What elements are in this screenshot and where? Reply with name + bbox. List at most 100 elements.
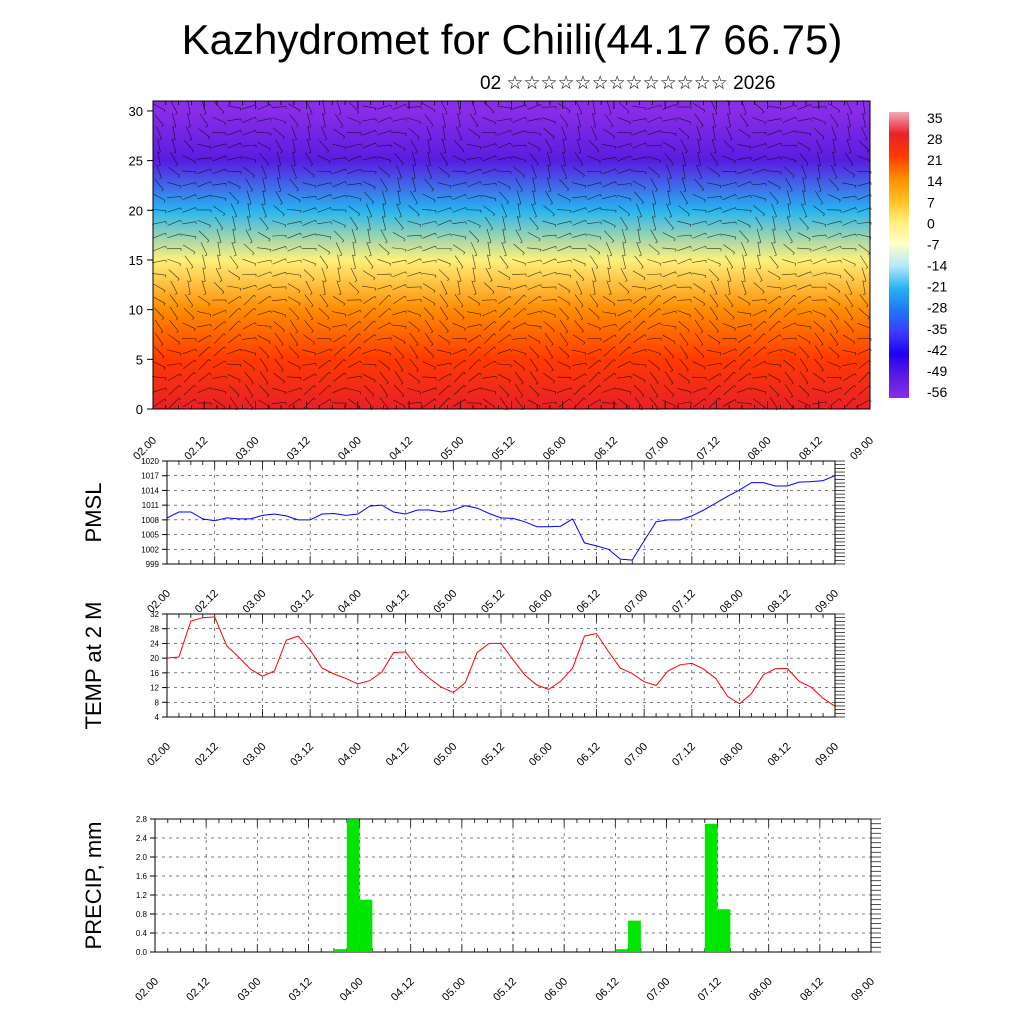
wind-barb-flag (449, 263, 451, 267)
wind-barb-flag (735, 194, 737, 197)
wind-barb-flag (819, 151, 823, 154)
wind-barb (842, 195, 856, 199)
wind-barb (318, 359, 330, 369)
wind-barb-flag (264, 177, 267, 180)
wind-barb (842, 258, 856, 265)
wind-barb-flag (855, 207, 857, 210)
wind-barb-flag (552, 330, 555, 333)
wind-barb (227, 130, 241, 136)
wind-barb-flag (429, 177, 432, 180)
wind-barb (452, 194, 466, 201)
cross-section-y-tick-label: 0 (136, 402, 143, 417)
wind-barb (662, 284, 676, 290)
temp-x-tick-label: 02.12 (193, 741, 221, 769)
wind-barb (618, 101, 630, 113)
wind-barb-flag (629, 198, 632, 202)
wind-barb-flag (209, 334, 212, 338)
wind-barb (648, 308, 660, 318)
wind-barb (637, 215, 641, 230)
pmsl-y-tick-label: 1020 (141, 457, 159, 466)
wind-barb-flag (703, 303, 706, 306)
wind-barb (197, 168, 211, 174)
wind-barb-flag (209, 225, 211, 228)
wind-barb (442, 112, 446, 127)
wind-barb (544, 345, 554, 358)
wind-barb (648, 243, 660, 254)
wind-barb (227, 374, 241, 381)
wind-barb-flag (434, 367, 436, 370)
wind-barb (646, 273, 662, 276)
wind-barb (827, 387, 841, 393)
wind-barb (692, 387, 706, 393)
wind-barb (411, 151, 417, 166)
wind-barb (438, 385, 450, 396)
wind-barb-flag (734, 328, 736, 331)
wind-barb (257, 231, 271, 240)
wind-barb (637, 228, 641, 243)
wind-barb-flag (450, 207, 452, 211)
wind-barb (243, 243, 255, 254)
wind-barb (532, 177, 536, 192)
wind-barb-flag (389, 353, 392, 356)
wind-barb-flag (671, 356, 674, 359)
wind-barb (648, 294, 660, 306)
wind-barb (437, 219, 451, 226)
wind-barb (516, 190, 522, 204)
wind-barb-flag (224, 321, 227, 324)
wind-barb (767, 349, 781, 354)
wind-barb (829, 113, 839, 126)
wind-barb-flag (374, 296, 377, 299)
wind-barb-flag (494, 198, 497, 202)
wind-barb (363, 320, 375, 331)
wind-barb (632, 373, 646, 381)
wind-barb (797, 131, 811, 134)
wind-barb (542, 220, 556, 225)
precip-x-tick-label: 07.12 (696, 976, 724, 1004)
wind-barb (272, 117, 286, 123)
temp-y-tick-label: 8 (155, 698, 160, 707)
wind-barb (692, 245, 706, 252)
wind-barb-flag (669, 177, 672, 180)
wind-barb-flag (669, 216, 672, 218)
wind-barb (392, 271, 406, 278)
wind-barb-flag (639, 216, 642, 218)
wind-barb-flag (443, 126, 446, 128)
temp-y-tick-label: 16 (150, 669, 159, 678)
wind-barb-flag (835, 331, 838, 334)
wind-barb (737, 168, 751, 175)
wind-barb-flag (225, 198, 227, 201)
wind-barb-flag (373, 277, 376, 281)
wind-barb (632, 129, 646, 136)
wind-barb-flag (194, 360, 197, 363)
wind-barb-flag (359, 391, 362, 395)
wind-barb-flag (658, 294, 661, 297)
wind-barb-flag (344, 334, 347, 338)
wind-barb (739, 113, 749, 126)
wind-barb (561, 126, 567, 140)
wind-barb (557, 296, 571, 304)
wind-barb (812, 245, 826, 252)
wind-barb (198, 295, 210, 305)
wind-barb (198, 372, 210, 382)
wind-barb (467, 181, 481, 188)
wind-barb (708, 397, 720, 409)
wind-barb (197, 387, 211, 394)
colorbar-label: -21 (927, 279, 947, 295)
wind-barb (677, 388, 691, 393)
wind-barb (587, 399, 601, 407)
wind-barb (782, 116, 796, 123)
wind-barb (857, 155, 871, 162)
wind-barb (262, 190, 266, 205)
wind-barb-flag (490, 228, 493, 231)
wind-barb (739, 230, 749, 242)
wind-barb (827, 232, 841, 239)
wind-barb (709, 294, 719, 306)
wind-barb-flag (179, 353, 182, 356)
wind-barb (543, 372, 555, 382)
wind-barb (292, 138, 296, 153)
wind-barb-flag (372, 394, 375, 397)
wind-barb (527, 399, 541, 407)
wind-barb (742, 267, 746, 282)
wind-barb (362, 373, 376, 381)
wind-barb-flag (225, 391, 227, 395)
